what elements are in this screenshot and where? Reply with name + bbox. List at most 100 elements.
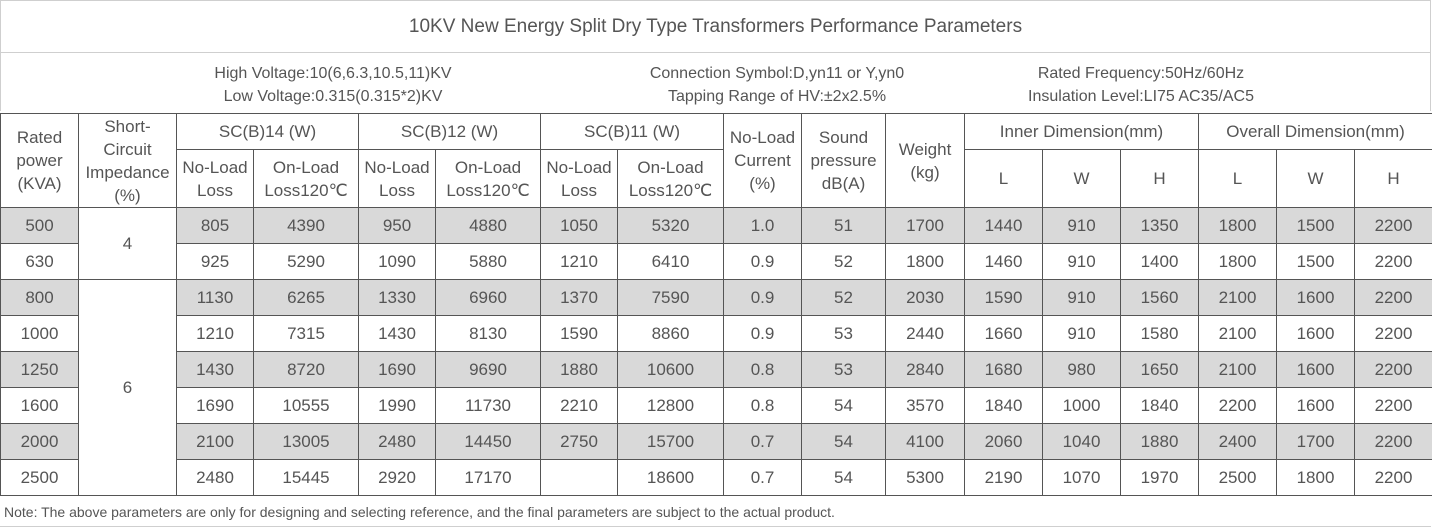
cell-sc12-on-load: 4880 (435, 207, 541, 244)
cell-sc12-no-load: 1090 (358, 243, 436, 280)
cell-sc11-no-load: 1590 (540, 315, 618, 352)
header-rated-power: Rated power (KVA) (0, 113, 79, 208)
cell-sc14-no-load: 1130 (176, 279, 254, 316)
cell-sc11-no-load: 1370 (540, 279, 618, 316)
cell-inner-l: 2190 (964, 459, 1044, 496)
cell-sc11-on-load: 12800 (616, 387, 725, 424)
table-row: 2500 2480 15445 2920 17170 18600 0.7 54 … (0, 459, 1432, 496)
cell-inner-w: 1070 (1042, 459, 1122, 496)
header-sound-pressure: Sound pressure dB(A) (801, 113, 887, 208)
table-row: 630 925 5290 1090 5880 1210 6410 0.9 52 … (0, 243, 1432, 280)
cell-sc14-no-load: 1430 (176, 351, 254, 388)
cell-weight: 2440 (885, 315, 966, 352)
cell-sc14-on-load: 15445 (253, 459, 359, 496)
cell-inner-h: 1580 (1120, 315, 1200, 352)
cell-overall-h: 2200 (1354, 351, 1432, 388)
cell-overall-h: 2200 (1354, 243, 1432, 280)
connection-text: Connection Symbol:D,yn11 or Y,yn0 (649, 65, 905, 82)
cell-overall-h: 2200 (1354, 387, 1432, 424)
cell-overall-h: 2200 (1354, 279, 1432, 316)
cell-overall-w: 1700 (1276, 423, 1356, 460)
header-sc11: SC(B)11 (W) (539, 113, 725, 150)
footnote: Note: The above parameters are only for … (4, 504, 835, 520)
cell-sc14-on-load: 8720 (253, 351, 359, 388)
cell-weight: 1800 (885, 243, 966, 280)
frequency-text: Rated Frequency:50Hz/60Hz (1037, 65, 1245, 82)
header-inner-w: W (1042, 149, 1122, 208)
cell-overall-w: 1500 (1276, 207, 1356, 244)
cell-kva: 630 (0, 243, 79, 280)
cell-impedance: 4 (78, 207, 177, 280)
header-overall-h: H (1354, 149, 1432, 208)
cell-no-load-current: 0.9 (723, 243, 803, 280)
cell-kva: 2500 (0, 459, 79, 496)
cell-inner-l: 1590 (964, 279, 1044, 316)
table-row: 800 6 1130 6265 1330 6960 1370 7590 0.9 … (0, 279, 1432, 496)
cell-inner-h: 1350 (1120, 207, 1200, 244)
cell-kva: 500 (0, 207, 79, 244)
cell-sc11-no-load (540, 459, 618, 496)
cell-weight: 4100 (885, 423, 966, 460)
header-sc12: SC(B)12 (W) (358, 113, 541, 150)
cell-sc14-no-load: 2100 (176, 423, 254, 460)
cell-inner-h: 1970 (1120, 459, 1200, 496)
specs-panel: High Voltage:10(6,6.3,10.5,11)KV Low Vol… (0, 53, 1431, 111)
table-row: 1600 1690 10555 1990 11730 2210 12800 0.… (0, 387, 1432, 424)
cell-sc11-on-load: 8860 (616, 315, 725, 352)
cell-sc11-no-load: 1050 (540, 207, 618, 244)
cell-sound: 54 (801, 423, 887, 460)
cell-sc14-on-load: 6265 (253, 279, 359, 316)
cell-overall-h: 2200 (1354, 207, 1432, 244)
header-sc11-no-load: No-Load Loss (540, 149, 618, 208)
cell-overall-w: 1500 (1276, 243, 1356, 280)
cell-inner-h: 1400 (1120, 243, 1200, 280)
cell-sc12-no-load: 2920 (358, 459, 436, 496)
cell-weight: 1700 (885, 207, 966, 244)
cell-overall-l: 2100 (1198, 279, 1278, 316)
cell-kva: 800 (0, 279, 79, 316)
cell-no-load-current: 0.8 (723, 351, 803, 388)
cell-inner-l: 1660 (964, 315, 1044, 352)
header-overall-dimension: Overall Dimension(mm) (1198, 113, 1432, 150)
cell-sc14-no-load: 1210 (176, 315, 254, 352)
cell-sc11-on-load: 15700 (616, 423, 725, 460)
cell-no-load-current: 0.9 (723, 279, 803, 316)
cell-overall-l: 2500 (1198, 459, 1278, 496)
cell-no-load-current: 1.0 (723, 207, 803, 244)
cell-weight: 5300 (885, 459, 966, 496)
header-weight: Weight (kg) (885, 113, 966, 208)
cell-overall-w: 1600 (1276, 279, 1356, 316)
cell-sc12-on-load: 6960 (435, 279, 541, 316)
cell-overall-h: 2200 (1354, 423, 1432, 460)
low-voltage-text: Low Voltage:0.315(0.315*2)KV (223, 88, 443, 105)
cell-sc14-on-load: 5290 (253, 243, 359, 280)
cell-sc11-on-load: 6410 (616, 243, 725, 280)
cell-sc11-no-load: 1210 (540, 243, 618, 280)
cell-sound: 54 (801, 387, 887, 424)
parameters-table: Rated power (KVA) Short- Circuit Impedance (%… (0, 113, 1432, 496)
cell-sc12-no-load: 1330 (358, 279, 436, 316)
cell-inner-h: 1840 (1120, 387, 1200, 424)
cell-sc14-no-load: 1690 (176, 387, 254, 424)
cell-sc11-no-load: 1880 (540, 351, 618, 388)
cell-overall-l: 1800 (1198, 207, 1278, 244)
cell-sc11-on-load: 5320 (616, 207, 725, 244)
cell-sc12-no-load: 2480 (358, 423, 436, 460)
header-inner-dimension: Inner Dimension(mm) (964, 113, 1200, 150)
cell-sound: 52 (801, 243, 887, 280)
cell-inner-l: 1680 (964, 351, 1044, 388)
header-sc12-on-load: On-Load Loss120℃ (435, 149, 541, 208)
header-no-load-current: No-Load Current (%) (723, 113, 803, 208)
cell-sc14-on-load: 10555 (253, 387, 359, 424)
cell-kva: 1000 (0, 315, 79, 352)
cell-inner-w: 910 (1042, 243, 1122, 280)
cell-inner-w: 1000 (1042, 387, 1122, 424)
cell-overall-l: 2100 (1198, 351, 1278, 388)
cell-sc12-no-load: 1990 (358, 387, 436, 424)
cell-kva: 1250 (0, 351, 79, 388)
cell-sc12-on-load: 14450 (435, 423, 541, 460)
cell-weight: 3570 (885, 387, 966, 424)
cell-sc11-on-load: 7590 (616, 279, 725, 316)
header-overall-w: W (1276, 149, 1356, 208)
page-title: 10KV New Energy Split Dry Type Transform… (0, 0, 1431, 53)
